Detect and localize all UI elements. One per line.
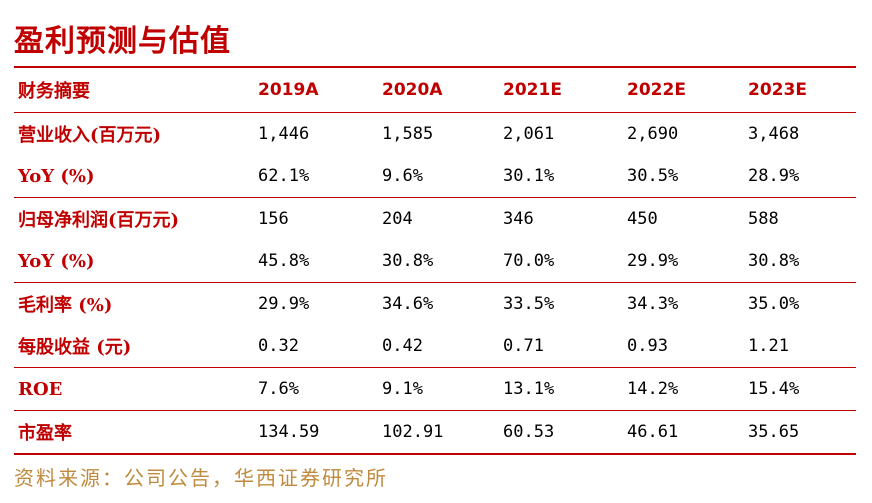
cell-value: 1,446 — [258, 124, 310, 144]
row-divider — [14, 367, 856, 368]
header-cell: 财务摘要 — [18, 81, 90, 102]
row-label: 归母净利润(百万元) — [18, 210, 180, 231]
cell-value: 46.61 — [627, 422, 679, 442]
table-top-border — [14, 66, 856, 68]
table-bottom-border — [14, 453, 856, 455]
cell-value: 204 — [382, 209, 413, 229]
cell-value: 134.59 — [258, 422, 320, 442]
cell-value: 9.6% — [382, 166, 423, 186]
row-label: YoY (%) — [18, 250, 95, 272]
row-divider — [14, 282, 856, 283]
header-cell: 2023E — [748, 80, 807, 100]
row-divider — [14, 410, 856, 411]
table-row: YoY (%) 45.8% 30.8% 70.0% 29.9% 30.8% — [14, 240, 856, 282]
table-row: 毛利率 (%) 29.9% 34.6% 33.5% 34.3% 35.0% — [14, 283, 856, 325]
cell-value: 2,061 — [503, 124, 555, 144]
row-label: 营业收入(百万元) — [18, 125, 162, 146]
cell-value: 33.5% — [503, 294, 555, 314]
page-title: 盈利预测与估值 — [14, 24, 231, 59]
cell-value: 102.91 — [382, 422, 444, 442]
cell-value: 15.4% — [748, 379, 800, 399]
cell-value: 1,585 — [382, 124, 434, 144]
cell-value: 30.8% — [748, 251, 800, 271]
table-row: YoY (%) 62.1% 9.6% 30.1% 30.5% 28.9% — [14, 155, 856, 197]
table-row: ROE 7.6% 9.1% 13.1% 14.2% 15.4% — [14, 368, 856, 410]
cell-value: 450 — [627, 209, 658, 229]
cell-value: 588 — [748, 209, 779, 229]
financial-summary-table: 财务摘要 2019A 2020A 2021E 2022E 2023E 营业收入(… — [14, 66, 856, 455]
row-divider — [14, 197, 856, 198]
cell-value: 60.53 — [503, 422, 555, 442]
cell-value: 29.9% — [258, 294, 310, 314]
header-cell: 2022E — [627, 80, 686, 100]
row-label: 市盈率 — [18, 423, 72, 444]
cell-value: 30.1% — [503, 166, 555, 186]
cell-value: 14.2% — [627, 379, 679, 399]
cell-value: 7.6% — [258, 379, 299, 399]
cell-value: 2,690 — [627, 124, 679, 144]
cell-value: 62.1% — [258, 166, 310, 186]
cell-value: 156 — [258, 209, 289, 229]
cell-value: 9.1% — [382, 379, 423, 399]
cell-value: 70.0% — [503, 251, 555, 271]
header-cell: 2020A — [382, 80, 443, 100]
row-divider — [14, 112, 856, 113]
cell-value: 29.9% — [627, 251, 679, 271]
cell-value: 35.65 — [748, 422, 800, 442]
row-label: 毛利率 (%) — [18, 295, 113, 316]
table-row: 营业收入(百万元) 1,446 1,585 2,061 2,690 3,468 — [14, 113, 856, 155]
cell-value: 34.3% — [627, 294, 679, 314]
cell-value: 3,468 — [748, 124, 800, 144]
cell-value: 28.9% — [748, 166, 800, 186]
row-label: YoY (%) — [18, 165, 95, 187]
cell-value: 35.0% — [748, 294, 800, 314]
cell-value: 0.71 — [503, 336, 544, 356]
header-cell: 2019A — [258, 80, 319, 100]
source-note: 资料来源：公司公告，华西证券研究所 — [14, 466, 388, 490]
table-row: 归母净利润(百万元) 156 204 346 450 588 — [14, 198, 856, 240]
cell-value: 34.6% — [382, 294, 434, 314]
row-label: ROE — [18, 378, 63, 400]
cell-value: 0.93 — [627, 336, 668, 356]
header-cell: 2021E — [503, 80, 562, 100]
cell-value: 13.1% — [503, 379, 555, 399]
table-header-row: 财务摘要 2019A 2020A 2021E 2022E 2023E — [14, 68, 856, 112]
cell-value: 346 — [503, 209, 534, 229]
cell-value: 45.8% — [258, 251, 310, 271]
cell-value: 30.8% — [382, 251, 434, 271]
cell-value: 1.21 — [748, 336, 789, 356]
cell-value: 0.32 — [258, 336, 299, 356]
cell-value: 0.42 — [382, 336, 423, 356]
cell-value: 30.5% — [627, 166, 679, 186]
row-label: 每股收益 (元) — [18, 337, 132, 358]
table-row: 市盈率 134.59 102.91 60.53 46.61 35.65 — [14, 411, 856, 453]
table-row: 每股收益 (元) 0.32 0.42 0.71 0.93 1.21 — [14, 325, 856, 367]
